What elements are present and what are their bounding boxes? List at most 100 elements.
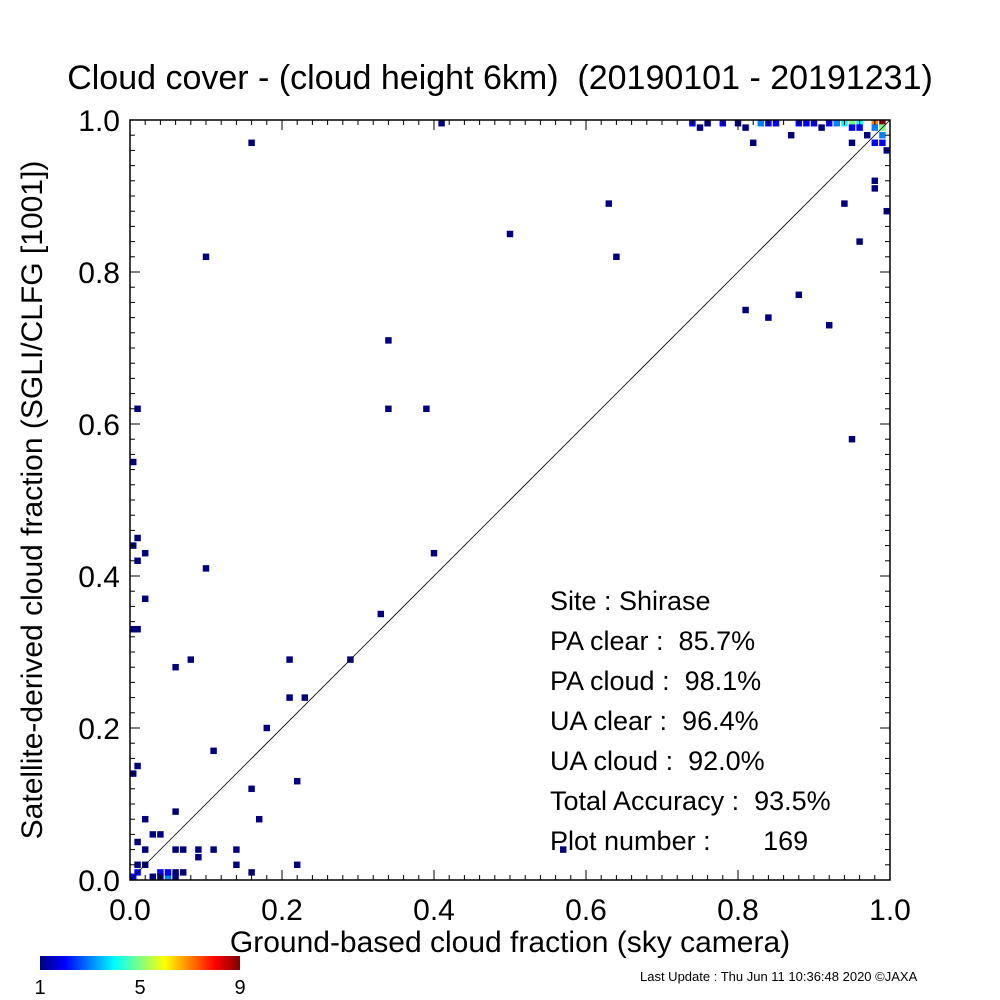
data-cell (286, 694, 293, 701)
data-cell (863, 131, 871, 139)
data-cell (164, 869, 172, 876)
data-cell (848, 435, 856, 443)
data-cell (871, 124, 879, 131)
colorbar (40, 956, 240, 970)
x-tick-label: 0.6 (565, 894, 607, 927)
x-axis-label: Ground-based cloud fraction (sky camera) (230, 926, 790, 959)
data-cell (293, 777, 301, 785)
data-cell (157, 831, 164, 838)
x-tick-label: 0.4 (413, 894, 455, 927)
data-cell (879, 120, 886, 127)
data-cell (141, 846, 149, 853)
x-tick-label: 0.8 (717, 894, 759, 927)
data-cell (134, 762, 141, 770)
data-cell (134, 557, 141, 565)
data-cell (134, 534, 141, 542)
data-cell (149, 873, 157, 880)
data-cell (263, 724, 271, 732)
data-cell (195, 853, 202, 861)
data-cell (157, 869, 164, 876)
stats-line: Plot number : 169 (550, 826, 808, 856)
x-tick-label: 1.0 (869, 894, 911, 927)
data-cell (210, 846, 217, 853)
data-cell (385, 337, 392, 344)
stats-line: Total Accuracy : 93.5% (550, 786, 831, 816)
colorbar-tick-label: 5 (134, 977, 145, 999)
data-cell (130, 458, 137, 466)
data-cell (787, 131, 795, 139)
data-cell (765, 314, 772, 321)
data-cell (134, 405, 141, 413)
data-cell (613, 253, 620, 261)
stats-line: UA cloud : 92.0% (550, 746, 765, 776)
data-cell (187, 656, 195, 663)
data-cell (871, 177, 879, 185)
data-cell (202, 253, 210, 261)
data-cell (210, 747, 217, 755)
data-cell (833, 120, 841, 127)
data-cell (742, 124, 749, 131)
colorbar-tick-labels: 1 5 9 (34, 977, 245, 999)
data-cell (233, 861, 240, 869)
last-update-footer: Last Update : Thu Jun 11 10:36:48 2020 ©… (640, 969, 918, 984)
data-cell (825, 321, 833, 329)
data-cell (141, 549, 149, 557)
data-cell (742, 306, 749, 314)
data-cell (803, 120, 810, 127)
data-cell (749, 139, 757, 147)
one-to-one-line (129, 119, 891, 881)
data-cell (871, 139, 879, 147)
data-cell (841, 200, 848, 207)
data-cell (423, 405, 430, 413)
data-cell (134, 625, 141, 633)
data-cell (134, 861, 141, 869)
y-axis-label: Satellite-derived cloud fraction (SGLI/C… (16, 161, 49, 840)
data-cell (248, 785, 255, 793)
colorbar-tick-label: 1 (34, 977, 45, 999)
stats-line: PA cloud : 98.1% (550, 666, 761, 696)
data-cell (293, 861, 301, 869)
stats-annotations: Site : Shirase PA clear : 85.7% PA cloud :… (550, 586, 831, 856)
data-cell (377, 610, 385, 618)
data-cell (141, 815, 149, 823)
data-cell (879, 139, 886, 147)
data-cell (848, 120, 856, 127)
data-cell (248, 869, 255, 876)
chart-title: Cloud cover - (cloud height 6km) (201901… (67, 59, 933, 97)
data-cell (848, 124, 856, 131)
data-cell (149, 831, 157, 838)
y-tick-label: 0.0 (78, 865, 120, 898)
y-tick-label: 0.2 (78, 713, 120, 746)
data-cell (172, 846, 179, 853)
y-tick-label: 0.8 (78, 257, 120, 290)
data-cell (696, 124, 704, 131)
data-cell (430, 549, 438, 557)
data-cell (130, 625, 137, 633)
data-cell (856, 238, 863, 245)
data-cell (202, 565, 210, 572)
data-cell (179, 846, 187, 853)
data-cell (559, 846, 567, 853)
colorbar-tick-label: 9 (234, 977, 245, 999)
data-cell (195, 846, 202, 853)
data-cell (772, 120, 780, 127)
data-cell (172, 663, 179, 671)
stats-line: Site : Shirase (550, 586, 711, 616)
data-cell (506, 230, 514, 238)
data-cell (172, 869, 179, 876)
data-cell (248, 139, 255, 147)
data-cell (301, 694, 309, 701)
x-tick-label: 0.0 (109, 894, 151, 927)
x-tick-label: 0.2 (261, 894, 303, 927)
data-cell (233, 846, 240, 853)
data-cell (879, 131, 886, 139)
data-cell (605, 200, 613, 207)
stats-line: PA clear : 85.7% (550, 626, 755, 656)
stats-line: UA clear : 96.4% (550, 706, 759, 736)
data-cell (757, 120, 765, 127)
data-cell (848, 139, 856, 147)
data-cell (818, 124, 825, 131)
data-cell (385, 405, 392, 413)
data-cell (795, 291, 803, 299)
